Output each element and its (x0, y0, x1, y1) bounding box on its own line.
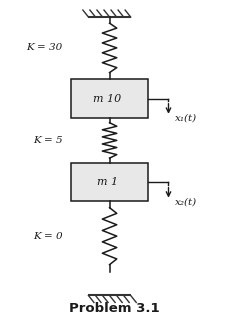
Text: m 1: m 1 (96, 176, 117, 186)
Bar (70, 79, 148, 118)
Text: K = 0: K = 0 (33, 232, 63, 241)
Text: x₂(t): x₂(t) (174, 197, 196, 206)
Text: K = 5: K = 5 (33, 136, 63, 145)
Text: K = 30: K = 30 (27, 43, 63, 52)
Text: m 10: m 10 (93, 93, 121, 103)
Bar (70, 163, 148, 201)
Text: x₁(t): x₁(t) (174, 114, 196, 123)
Text: Problem 3.1: Problem 3.1 (68, 302, 159, 316)
